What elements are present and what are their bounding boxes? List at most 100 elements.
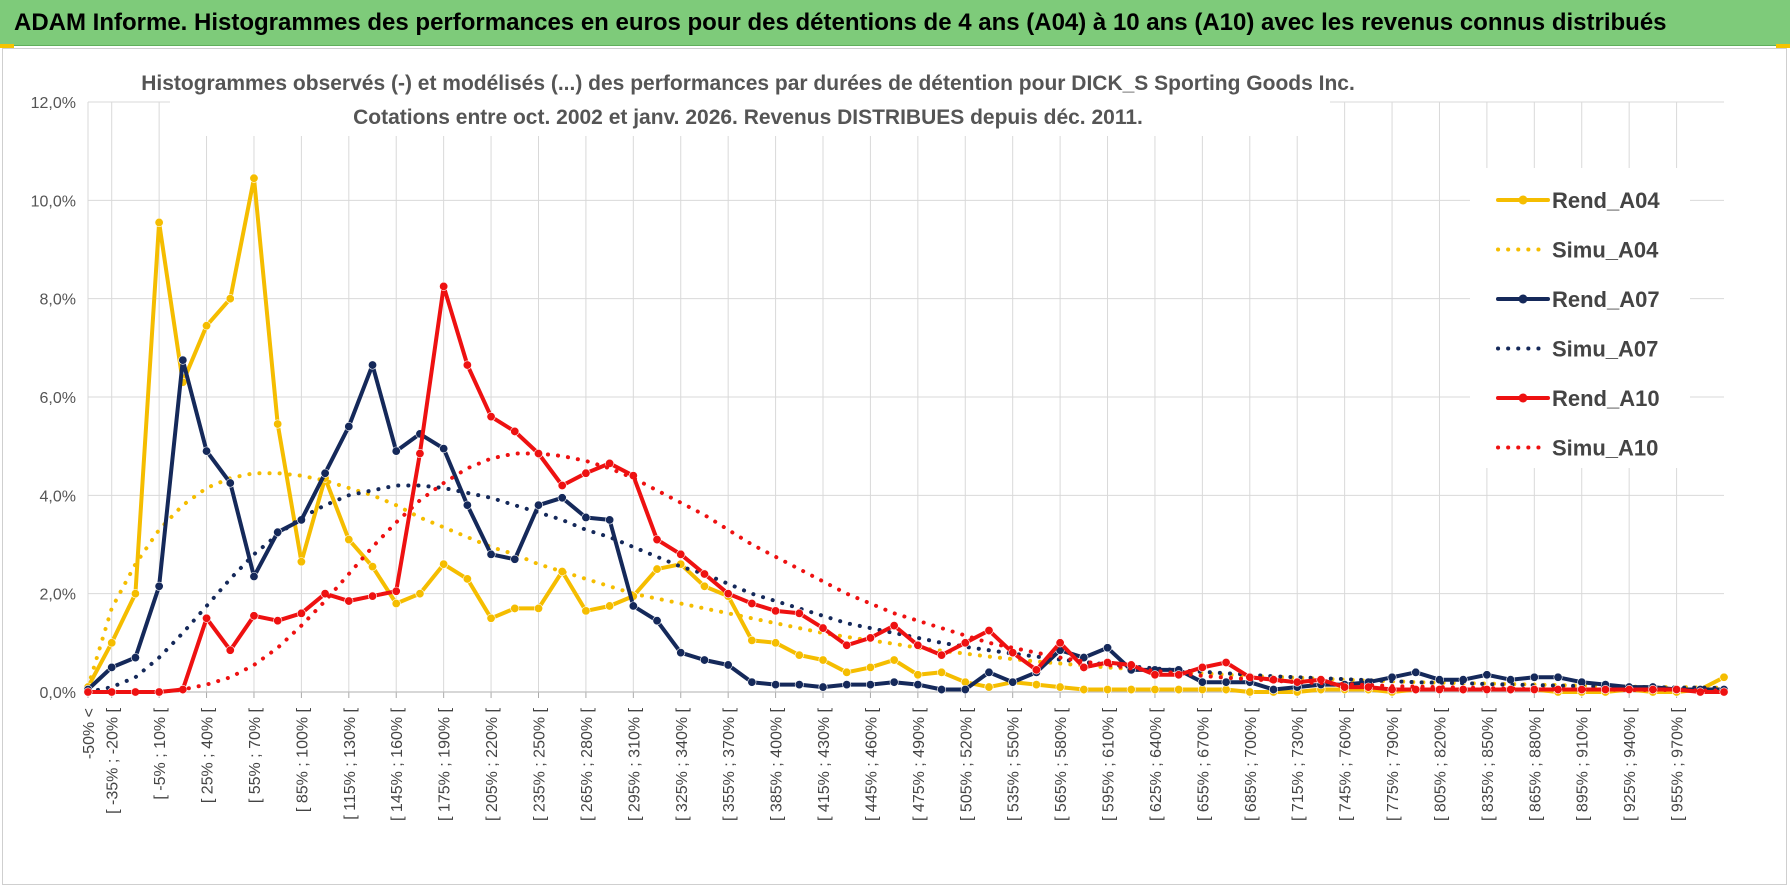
data-point-rend_a10	[747, 598, 757, 608]
x-tick-label: [ 535% ; 550% [	[1006, 707, 1023, 821]
data-point-rend_a10	[1695, 687, 1705, 697]
data-point-rend_a10	[1031, 665, 1041, 675]
data-point-rend_a07	[391, 446, 401, 456]
data-point-rend_a07	[1411, 667, 1421, 677]
data-point-rend_a04	[818, 655, 828, 665]
data-point-rend_a04	[296, 557, 306, 567]
data-point-rend_a10	[249, 611, 259, 621]
data-point-rend_a07	[344, 421, 354, 431]
data-point-rend_a07	[439, 444, 449, 454]
x-tick-label: [ 595% ; 610% [	[1101, 707, 1118, 821]
y-tick-label: 4,0%	[40, 488, 76, 505]
data-point-rend_a04	[249, 173, 259, 183]
data-point-rend_a10	[984, 626, 994, 636]
data-point-rend_a04	[1245, 687, 1255, 697]
data-point-rend_a04	[1103, 685, 1113, 695]
y-tick-label: 8,0%	[40, 292, 76, 309]
x-tick-label: [ 115% ; 130% [	[342, 707, 359, 819]
data-point-rend_a10	[960, 638, 970, 648]
data-point-rend_a04	[344, 535, 354, 545]
x-tick-label: [ -35% ; -20% [	[105, 707, 122, 813]
data-point-rend_a10	[865, 633, 875, 643]
title-background	[170, 66, 1330, 136]
data-point-rend_a07	[130, 653, 140, 663]
data-point-rend_a04	[391, 598, 401, 608]
x-tick-label: [ 235% ; 250% [	[531, 707, 548, 821]
x-tick-label: [ 175% ; 190% [	[437, 707, 454, 821]
data-point-rend_a04	[533, 603, 543, 613]
data-point-rend_a07	[202, 446, 212, 456]
data-point-rend_a07	[1482, 670, 1492, 680]
data-point-rend_a07	[747, 677, 757, 687]
data-point-rend_a10	[1719, 687, 1729, 697]
x-tick-label: [ 445% ; 460% [	[863, 707, 880, 821]
data-point-rend_a07	[794, 680, 804, 690]
data-point-rend_a07	[557, 493, 567, 503]
data-point-rend_a04	[1150, 685, 1160, 695]
data-point-rend_a10	[225, 645, 235, 655]
series-line-simu_a07	[86, 483, 1726, 694]
data-point-rend_a07	[1269, 685, 1279, 695]
legend-marker-rend_a04	[1518, 195, 1528, 205]
data-point-rend_a07	[1008, 677, 1018, 687]
data-point-rend_a04	[581, 606, 591, 616]
data-point-rend_a07	[225, 478, 235, 488]
data-point-rend_a10	[652, 535, 662, 545]
data-point-rend_a07	[510, 554, 520, 564]
x-tick-label: [ 625% ; 640% [	[1148, 707, 1165, 821]
data-point-rend_a04	[273, 419, 283, 429]
data-point-rend_a07	[889, 677, 899, 687]
data-point-rend_a07	[486, 549, 496, 559]
data-point-rend_a04	[415, 589, 425, 599]
legend-marker-rend_a10	[1518, 393, 1528, 403]
data-point-rend_a07	[865, 680, 875, 690]
data-point-rend_a10	[771, 606, 781, 616]
data-point-rend_a04	[794, 650, 804, 660]
data-point-rend_a07	[320, 468, 330, 478]
data-point-rend_a07	[676, 648, 686, 658]
data-point-rend_a10	[296, 608, 306, 618]
data-point-rend_a07	[913, 680, 923, 690]
data-point-rend_a07	[462, 500, 472, 510]
data-point-rend_a04	[154, 217, 164, 227]
legend-label-rend_a07: Rend_A07	[1552, 287, 1660, 312]
data-point-rend_a10	[842, 640, 852, 650]
data-point-rend_a10	[913, 640, 923, 650]
data-point-rend_a10	[486, 412, 496, 422]
data-point-rend_a10	[557, 480, 567, 490]
x-tick-label: [ 715% ; 730% [	[1290, 707, 1307, 821]
legend-background	[1470, 168, 1690, 468]
legend-label-simu_a07: Simu_A07	[1552, 337, 1658, 362]
x-tick-label: [ 655% ; 670% [	[1195, 707, 1212, 821]
data-point-rend_a10	[1221, 657, 1231, 667]
x-tick-label: [ 475% ; 490% [	[911, 707, 928, 821]
x-tick-label: [ 775% ; 790% [	[1385, 707, 1402, 821]
data-point-rend_a04	[225, 294, 235, 304]
data-point-rend_a07	[652, 616, 662, 626]
chart-subtitle: Cotations entre oct. 2002 et janv. 2026.…	[353, 106, 1143, 129]
data-point-rend_a10	[320, 589, 330, 599]
chart-title: Histogrammes observés (-) et modélisés (…	[141, 72, 1355, 95]
x-tick-label: [ 805% ; 820% [	[1432, 707, 1449, 821]
data-point-rend_a10	[273, 616, 283, 626]
data-point-rend_a07	[1221, 677, 1231, 687]
data-point-rend_a10	[1197, 662, 1207, 672]
data-point-rend_a04	[747, 635, 757, 645]
data-point-rend_a04	[842, 667, 852, 677]
data-point-rend_a10	[676, 549, 686, 559]
data-point-rend_a04	[1079, 685, 1089, 695]
data-point-rend_a10	[202, 613, 212, 623]
data-point-rend_a04	[699, 581, 709, 591]
legend-label-simu_a04: Simu_A04	[1552, 238, 1659, 263]
legend-label-simu_a10: Simu_A10	[1552, 436, 1658, 461]
x-tick-label: -50% <	[81, 708, 98, 759]
y-tick-label: 0,0%	[40, 685, 76, 702]
data-point-rend_a10	[889, 621, 899, 631]
x-tick-label: [ 25% ; 40% [	[200, 707, 217, 803]
banner-corner-right	[1776, 44, 1790, 48]
x-tick-label: [ 865% ; 880% [	[1527, 707, 1544, 821]
data-point-rend_a07	[178, 355, 188, 365]
data-point-rend_a10	[1008, 648, 1018, 658]
data-point-rend_a04	[771, 638, 781, 648]
data-point-rend_a04	[107, 638, 117, 648]
